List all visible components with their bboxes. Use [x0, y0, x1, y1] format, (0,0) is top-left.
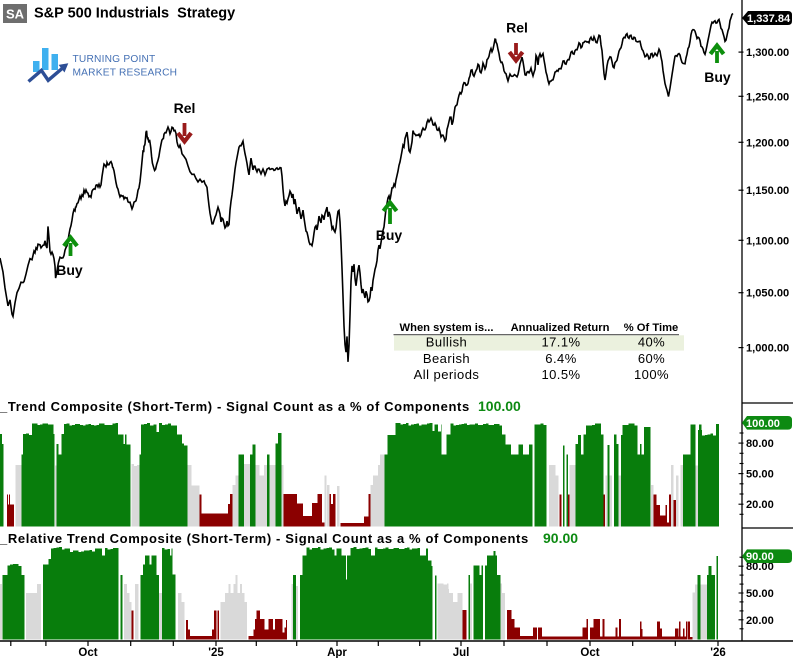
svg-text:Apr: Apr: [327, 647, 347, 658]
svg-text:'25: '25: [208, 647, 224, 658]
svg-text:40%: 40%: [638, 335, 665, 350]
svg-text:90.00: 90.00: [746, 551, 774, 563]
svg-text:1,337.84: 1,337.84: [747, 13, 791, 25]
svg-text:60%: 60%: [638, 351, 665, 366]
svg-text:6.4%: 6.4%: [545, 351, 576, 366]
svg-text:TURNING POINT: TURNING POINT: [73, 54, 156, 65]
svg-text:Buy: Buy: [56, 262, 83, 278]
svg-text:Bullish: Bullish: [426, 335, 467, 350]
svg-text:'26: '26: [710, 647, 726, 658]
svg-text:17.1%: 17.1%: [541, 335, 580, 350]
svg-text:10.5%: 10.5%: [541, 367, 580, 382]
svg-text:Rel: Rel: [174, 100, 196, 116]
svg-text:Oct: Oct: [78, 647, 97, 658]
svg-text:50.00: 50.00: [746, 469, 774, 481]
svg-text:Buy: Buy: [376, 227, 403, 243]
svg-text:Buy: Buy: [704, 69, 731, 85]
svg-text:100%: 100%: [634, 367, 669, 382]
svg-text:50.00: 50.00: [746, 588, 774, 600]
svg-text:S&P 500 Industrials Strategy: S&P 500 Industrials Strategy: [34, 6, 235, 22]
svg-text:Bearish: Bearish: [423, 351, 470, 366]
svg-text:Oct: Oct: [580, 647, 599, 658]
svg-text:1,100.00: 1,100.00: [746, 235, 789, 247]
svg-text:1,250.00: 1,250.00: [746, 91, 789, 103]
svg-text:100.00: 100.00: [746, 418, 780, 430]
svg-text:80.00: 80.00: [746, 438, 774, 450]
svg-text:1,200.00: 1,200.00: [746, 137, 789, 149]
svg-text:100.00: 100.00: [478, 398, 521, 414]
svg-text:Rel: Rel: [506, 20, 528, 36]
svg-text:80.00: 80.00: [746, 561, 774, 573]
svg-text:1,050.00: 1,050.00: [746, 288, 789, 300]
svg-text:1,000.00: 1,000.00: [746, 343, 789, 355]
svg-text:20.00: 20.00: [746, 615, 774, 627]
svg-text:% Of Time: % Of Time: [624, 322, 679, 334]
svg-text:1,300.00: 1,300.00: [746, 47, 789, 59]
svg-text:MARKET RESEARCH: MARKET RESEARCH: [73, 68, 178, 79]
svg-text:When system is...: When system is...: [400, 322, 494, 334]
svg-text:20.00: 20.00: [746, 499, 774, 511]
svg-text:Annualized Return: Annualized Return: [511, 322, 610, 334]
svg-text:1,150.00: 1,150.00: [746, 185, 789, 197]
svg-text:Jul: Jul: [453, 647, 470, 658]
svg-text:SA: SA: [6, 7, 25, 22]
svg-text:_Trend Composite (Short-Term): _Trend Composite (Short-Term) - Signal C…: [0, 399, 470, 414]
svg-text:_Relative Trend Composite (Sho: _Relative Trend Composite (Short-Term) -…: [0, 531, 529, 546]
svg-text:90.00: 90.00: [543, 530, 578, 546]
svg-text:All periods: All periods: [414, 367, 480, 382]
